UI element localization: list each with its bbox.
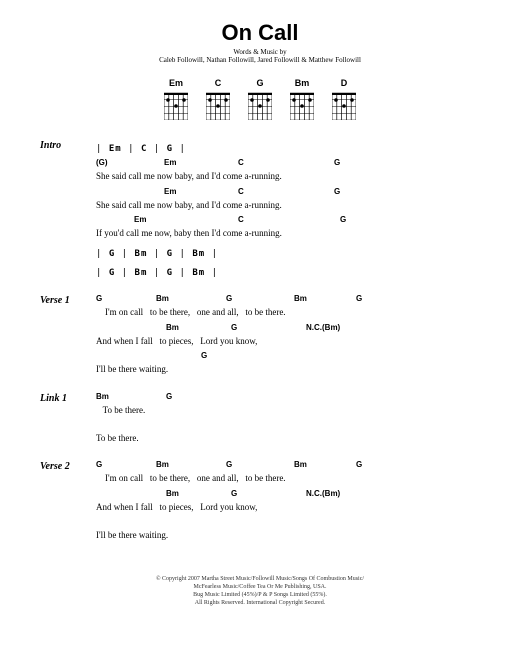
fretboard	[206, 90, 230, 122]
chord-mark: N.C.(Bm)	[306, 488, 340, 501]
song-title: On Call	[40, 20, 480, 46]
fretboard	[248, 90, 272, 122]
chord-mark: C	[238, 186, 244, 199]
chord-name: Bm	[290, 78, 314, 88]
chord-mark: G	[356, 459, 362, 472]
chord-mark: G	[96, 459, 102, 472]
chord-mark: Em	[164, 186, 176, 199]
chord-name: Em	[164, 78, 188, 88]
lyric-line: She said call me now baby, and I'd come …	[96, 188, 480, 212]
credits: Caleb Followill, Nathan Followill, Jared…	[40, 56, 480, 64]
chord-mark: G	[334, 186, 340, 199]
bar-line: | G | Bm | G | Bm |	[96, 245, 480, 261]
section-content: To be there.BmGTo be there.	[96, 393, 480, 450]
chord-mark: C	[238, 157, 244, 170]
section: Verse 2 I'm on call to be there, one and…	[40, 461, 480, 546]
copyright: © Copyright 2007 Martha Street Music/Fol…	[40, 576, 480, 607]
chord-mark: Bm	[96, 391, 109, 404]
chord-name: G	[248, 78, 272, 88]
chord-mark: N.C.(Bm)	[306, 322, 340, 335]
lyric-line: If you'd call me now, baby then I'd come…	[96, 216, 480, 240]
fretboard	[290, 90, 314, 122]
lyric-line: I'll be there waiting.	[96, 518, 480, 542]
bar-line: | Em | C | G |	[96, 140, 480, 156]
chord-mark: Bm	[156, 459, 169, 472]
section-label: Link 1	[40, 393, 96, 404]
chord-mark: Bm	[166, 322, 179, 335]
lyric-line: She said call me now baby, and I'd come …	[96, 159, 480, 183]
chord-mark: Em	[134, 214, 146, 227]
chord-mark: G	[340, 214, 346, 227]
section-label: Verse 1	[40, 295, 96, 306]
section: Link 1 To be there.BmGTo be there.	[40, 393, 480, 450]
bar-line: | G | Bm | G | Bm |	[96, 264, 480, 280]
chord-diagram: D	[332, 78, 356, 122]
chord-mark: C	[238, 214, 244, 227]
chord-mark: Bm	[294, 459, 307, 472]
lyric-line: And when I fall to pieces, Lord you know…	[96, 324, 480, 348]
chord-diagram: C	[206, 78, 230, 122]
chord-mark: G	[226, 293, 232, 306]
chord-diagram: G	[248, 78, 272, 122]
chord-diagrams: Em C G Bm D	[40, 78, 480, 122]
chord-mark: G	[226, 459, 232, 472]
section-content: I'm on call to be there, one and all, to…	[96, 295, 480, 380]
lyric-line: To be there.	[96, 421, 480, 445]
chord-mark: Bm	[156, 293, 169, 306]
section-content: I'm on call to be there, one and all, to…	[96, 461, 480, 546]
credits-label: Words & Music by	[40, 48, 480, 56]
lyric-line: And when I fall to pieces, Lord you know…	[96, 490, 480, 514]
section-content: | Em | C | G | She said call me now baby,…	[96, 140, 480, 283]
chord-mark: Em	[164, 157, 176, 170]
chord-mark: G	[201, 350, 207, 363]
section-label: Verse 2	[40, 461, 96, 472]
chord-mark: G	[231, 488, 237, 501]
lyric-line: I'm on call to be there, one and all, to…	[96, 295, 480, 319]
lyric-line: I'm on call to be there, one and all, to…	[96, 461, 480, 485]
chord-mark: (G)	[96, 157, 108, 170]
fretboard	[164, 90, 188, 122]
chord-mark: Bm	[294, 293, 307, 306]
chord-diagram: Bm	[290, 78, 314, 122]
lyric-line: To be there.BmG	[96, 393, 480, 417]
section: Intro| Em | C | G | She said call me now …	[40, 140, 480, 283]
section: Verse 1 I'm on call to be there, one and…	[40, 295, 480, 380]
chord-diagram: Em	[164, 78, 188, 122]
sheet-body: Intro| Em | C | G | She said call me now …	[40, 140, 480, 546]
chord-mark: G	[356, 293, 362, 306]
chord-mark: G	[334, 157, 340, 170]
lyric-line: I'll be there waiting.G	[96, 352, 480, 376]
fretboard	[332, 90, 356, 122]
chord-name: D	[332, 78, 356, 88]
chord-mark: G	[231, 322, 237, 335]
chord-mark: Bm	[166, 488, 179, 501]
chord-mark: G	[96, 293, 102, 306]
chord-name: C	[206, 78, 230, 88]
section-label: Intro	[40, 140, 96, 151]
chord-mark: G	[166, 391, 172, 404]
